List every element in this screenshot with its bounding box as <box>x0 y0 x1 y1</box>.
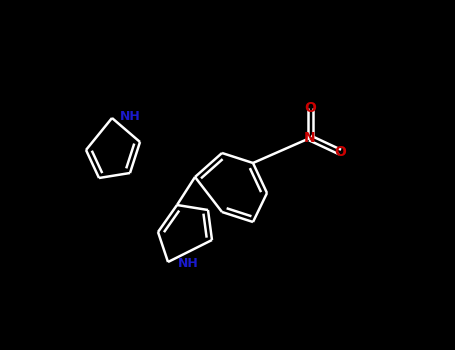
Text: NH: NH <box>120 110 141 123</box>
Text: O: O <box>304 101 316 115</box>
Text: N: N <box>304 131 316 145</box>
Text: O: O <box>334 145 346 159</box>
Text: NH: NH <box>178 257 199 270</box>
